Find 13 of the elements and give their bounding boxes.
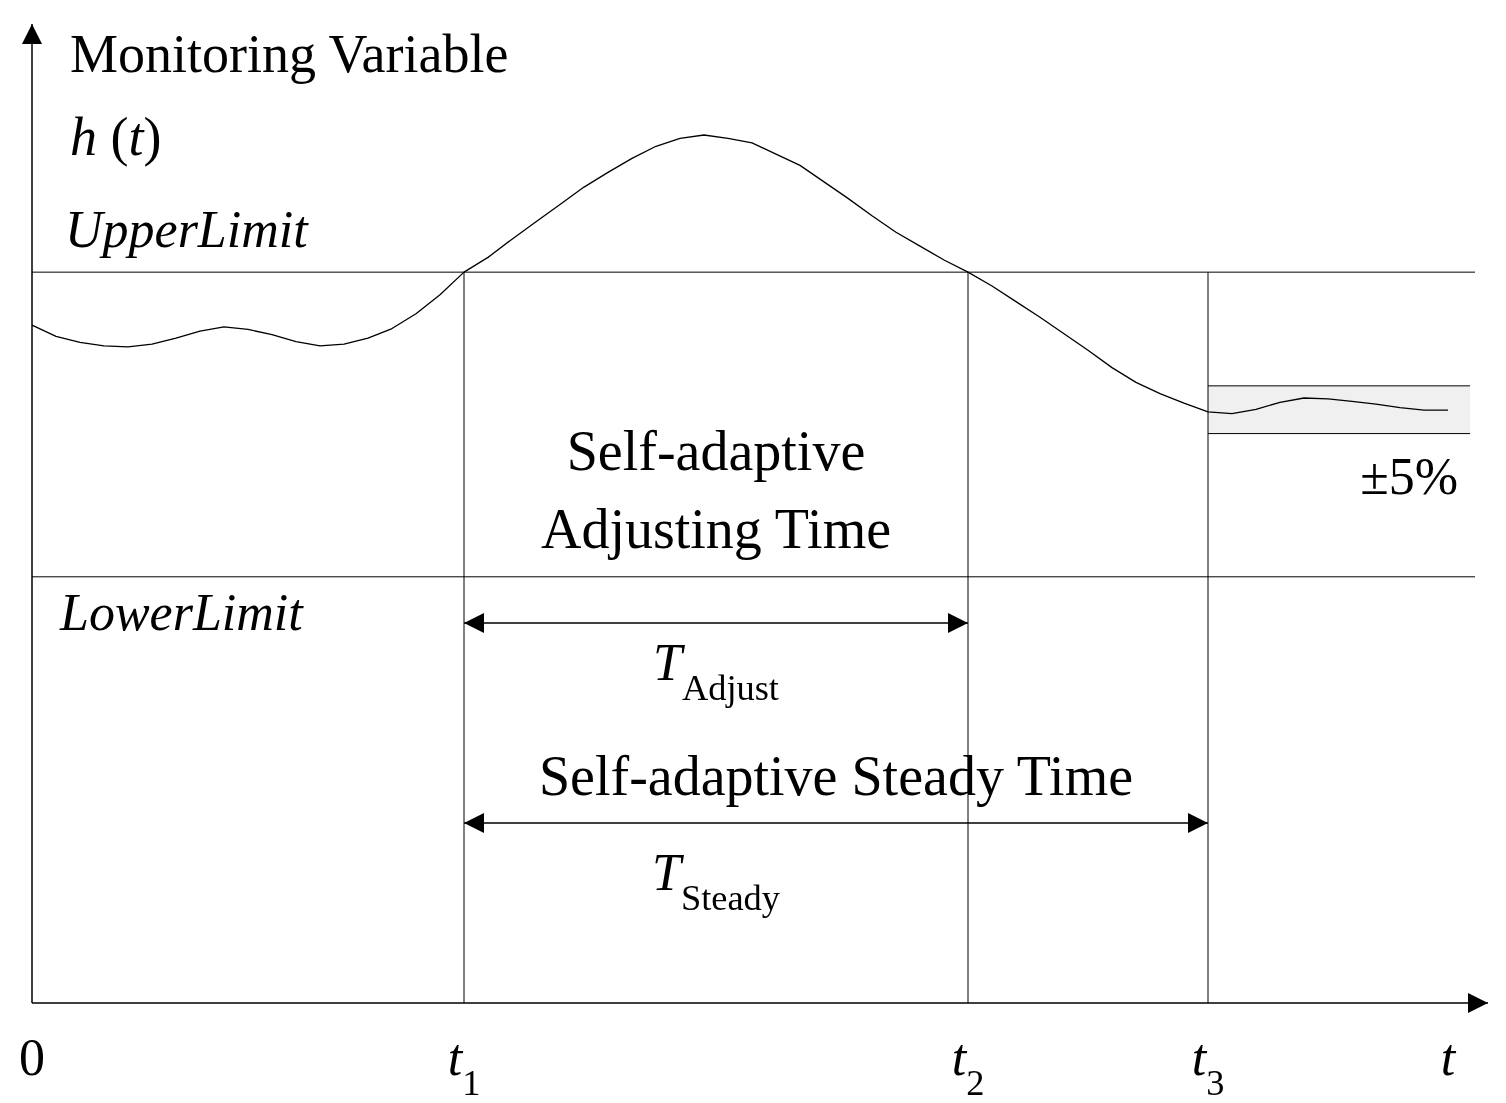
x-tick-label: t xyxy=(1440,1029,1457,1086)
x-tick-label: t$_{1}$ xyxy=(447,1029,481,1103)
band-label: ±5% xyxy=(1360,447,1458,505)
annotation: T$_{Adjust}$ xyxy=(653,634,779,708)
y-axis-title: Monitoring Variable h (t) xyxy=(70,24,509,167)
annotation: T$_{Steady}$ xyxy=(652,844,781,918)
ref-line-label: UpperLimit xyxy=(65,201,310,259)
annotation: Self-adaptive Adjusting Time xyxy=(540,420,892,561)
x-tick-label: t$_{3}$ xyxy=(1191,1029,1225,1103)
annotation: Self-adaptive Steady Time xyxy=(538,745,1134,807)
x-tick-label: t$_{2}$ xyxy=(951,1029,985,1103)
x-tick-label: 0 xyxy=(19,1029,45,1086)
ref-line-label: LowerLimit xyxy=(59,583,305,641)
